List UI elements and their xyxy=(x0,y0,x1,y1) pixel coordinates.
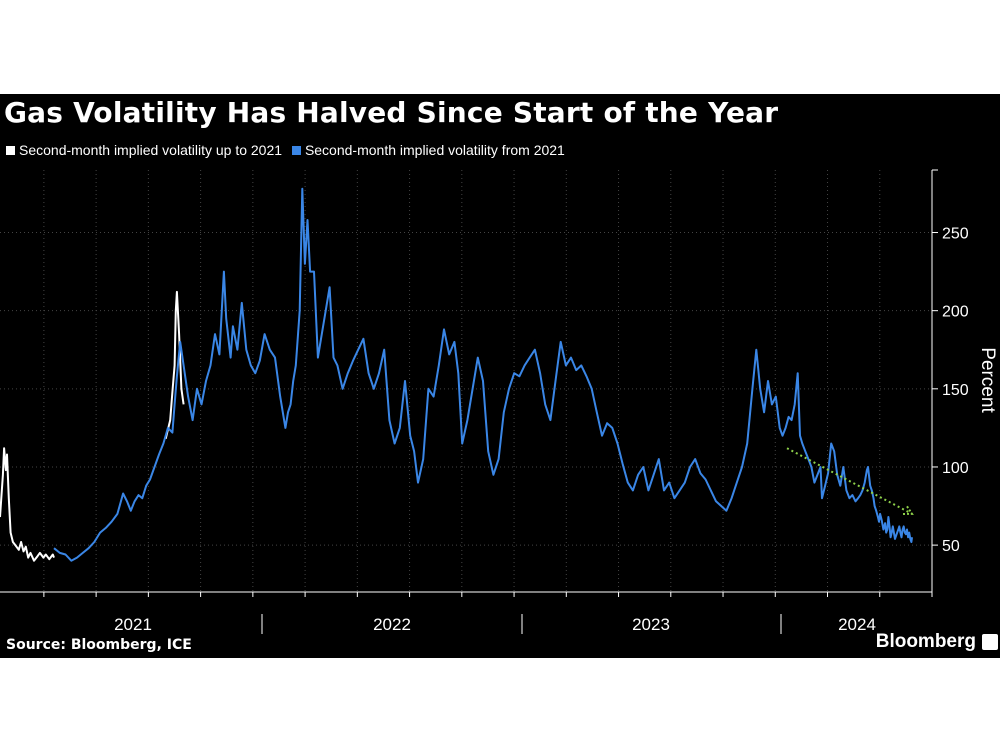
y-tick-label: 100 xyxy=(942,460,969,477)
chart-panel: Gas Volatility Has Halved Since Start of… xyxy=(0,94,1000,658)
series-line-from-2021 xyxy=(53,187,913,562)
y-tick-label: 50 xyxy=(942,538,960,555)
y-tick-label: 150 xyxy=(942,382,969,399)
legend-swatch-blue xyxy=(291,146,301,155)
legend-label-pre-2021: Second-month implied volatility up to 20… xyxy=(19,142,283,158)
y-axis: 50 100 150 200 250 xyxy=(931,169,969,592)
bloomberg-logo-icon xyxy=(982,634,998,650)
y-tick-label: 250 xyxy=(942,226,969,243)
grid xyxy=(0,170,932,592)
legend-label-from-2021: Second-month implied volatility from 202… xyxy=(304,142,565,158)
trend-arrow-head xyxy=(902,505,914,515)
source-note: Source: Bloomberg, ICE xyxy=(6,637,192,653)
legend-swatch-white xyxy=(6,146,15,155)
series-line-pre-2021 xyxy=(0,447,55,562)
y-tick-label: 200 xyxy=(942,304,969,321)
y-axis-label: Percent xyxy=(977,347,998,413)
chart-title: Gas Volatility Has Halved Since Start of… xyxy=(4,96,779,129)
annotations xyxy=(786,447,914,515)
legend-item-from-2021: Second-month implied volatility from 202… xyxy=(291,142,565,158)
x-year-label: 2024 xyxy=(838,615,876,634)
x-axis: 2021 2022 2023 2024 xyxy=(0,591,933,634)
x-year-label: 2023 xyxy=(632,615,670,634)
series-line-pre-2021 xyxy=(164,290,185,440)
legend: Second-month implied volatility up to 20… xyxy=(6,142,571,158)
brand-wordmark: Bloomberg xyxy=(875,631,976,652)
legend-item-pre-2021: Second-month implied volatility up to 20… xyxy=(6,142,282,158)
x-year-label: 2022 xyxy=(373,615,411,634)
series-layer xyxy=(0,187,913,562)
line-chart: 50 100 150 200 250 2021 2022 2023 2024 Percent xyxy=(0,169,998,634)
trend-arrow-line xyxy=(786,447,913,515)
x-year-label: 2021 xyxy=(114,615,152,634)
